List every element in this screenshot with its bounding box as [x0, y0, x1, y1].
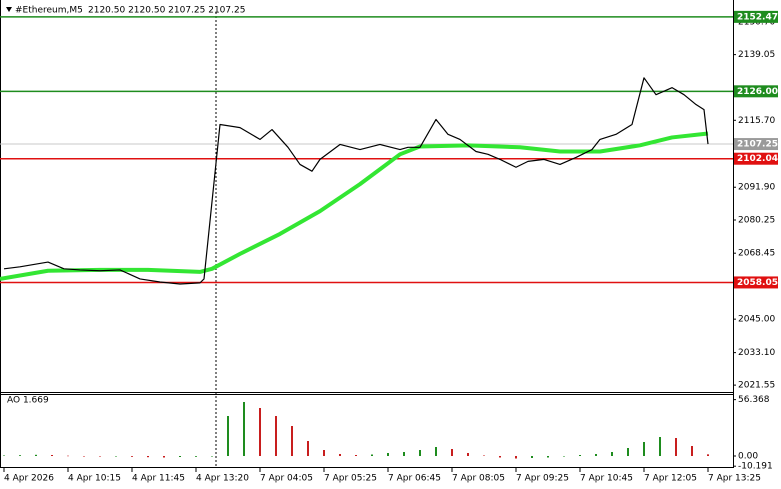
level-label: 2102.04: [737, 154, 778, 164]
y-tick-label: 2021.55: [738, 381, 775, 391]
ao-bar: [435, 447, 437, 456]
x-tick-label: 7 Apr 05:25: [324, 474, 377, 484]
indicator-label: AO 1.669: [7, 396, 49, 406]
ao-bar: [131, 456, 133, 457]
ao-bar: [35, 454, 37, 456]
ao-bar: [115, 456, 117, 457]
current-price-label: 2107.25: [737, 140, 778, 150]
ao-bar: [659, 437, 661, 456]
y-tick-label: 2139.05: [738, 50, 775, 60]
ao-bar: [483, 455, 485, 456]
level-label: 2126.00: [737, 87, 778, 97]
indicator-tick-label: 0.00: [738, 452, 758, 462]
x-tick-label: 7 Apr 13:25: [708, 474, 761, 484]
ao-bar: [355, 455, 357, 456]
ao-bar: [531, 456, 533, 458]
ao-bar: [243, 402, 245, 456]
x-tick-label: 4 Apr 11:45: [132, 474, 185, 484]
ao-bar: [579, 455, 581, 456]
y-tick-label: 2068.45: [738, 249, 775, 259]
level-label-box: [734, 10, 778, 23]
ao-bar: [515, 456, 517, 459]
ao-bar: [227, 416, 229, 456]
ao-bar: [611, 452, 613, 456]
ao-bar: [19, 455, 21, 456]
level-label-box: [734, 85, 778, 98]
y-tick-label: 2115.70: [738, 116, 775, 126]
x-tick-label: 4 Apr 2026: [4, 474, 54, 484]
ao-bar: [707, 454, 709, 456]
ao-bar: [211, 456, 213, 457]
y-tick-label: 2045.00: [738, 315, 775, 325]
ohlc-text: 2120.50 2120.50 2107.25 2107.25: [88, 6, 245, 16]
level-label-box: [734, 276, 778, 289]
ao-bar: [179, 456, 181, 457]
ao-bar: [51, 455, 53, 456]
ao-bar: [467, 453, 469, 456]
x-tick-label: 7 Apr 06:45: [388, 474, 441, 484]
current-price-label-box: [734, 138, 778, 151]
y-tick-label: 2033.10: [738, 348, 775, 358]
ao-bar: [627, 448, 629, 456]
ao-bar: [259, 408, 261, 456]
x-tick-label: 7 Apr 09:25: [516, 474, 569, 484]
ao-bar: [547, 456, 549, 458]
level-label-box: [734, 152, 778, 165]
x-tick-label: 7 Apr 04:05: [260, 474, 313, 484]
ao-bar: [291, 426, 293, 456]
ao-bar: [3, 455, 5, 456]
ao-bar: [83, 456, 85, 457]
ao-bar: [339, 454, 341, 456]
chart-title: #Ethereum,M5: [15, 6, 83, 16]
ao-bar: [499, 456, 501, 458]
y-tick-label: 2080.25: [738, 216, 775, 226]
ao-bar: [643, 442, 645, 456]
ao-bar: [563, 456, 565, 457]
x-tick-label: 7 Apr 10:45: [580, 474, 633, 484]
x-tick-label: 7 Apr 12:05: [644, 474, 697, 484]
price-line: [3, 77, 709, 285]
ao-bar: [387, 453, 389, 456]
ao-bar: [403, 452, 405, 456]
ao-bar: [595, 454, 597, 456]
ao-bar: [451, 449, 453, 456]
level-label: 2152.47: [737, 12, 778, 22]
ao-bar: [275, 416, 277, 456]
ao-bar: [691, 446, 693, 456]
ao-bar: [419, 450, 421, 456]
level-label: 2058.05: [737, 278, 778, 288]
ao-bar: [323, 450, 325, 456]
ao-bar: [147, 456, 149, 458]
ao-bar: [371, 454, 373, 456]
moving-average: [0, 131, 709, 281]
indicator-tick-label: 56.368: [738, 395, 770, 405]
y-tick-label: 2091.90: [738, 183, 775, 193]
ao-bar: [307, 441, 309, 456]
indicator-tick-label: -10.191: [738, 462, 773, 472]
ao-bar: [675, 438, 677, 456]
x-tick-label: 4 Apr 13:20: [196, 474, 249, 484]
x-tick-label: 4 Apr 10:15: [68, 474, 121, 484]
ao-bar: [67, 455, 69, 457]
x-tick-label: 7 Apr 08:05: [452, 474, 505, 484]
menu-arrow[interactable]: [6, 7, 12, 12]
ao-bar: [195, 456, 197, 457]
frame: [0, 0, 734, 468]
ao-bar: [163, 456, 165, 458]
ao-bar: [99, 456, 101, 457]
